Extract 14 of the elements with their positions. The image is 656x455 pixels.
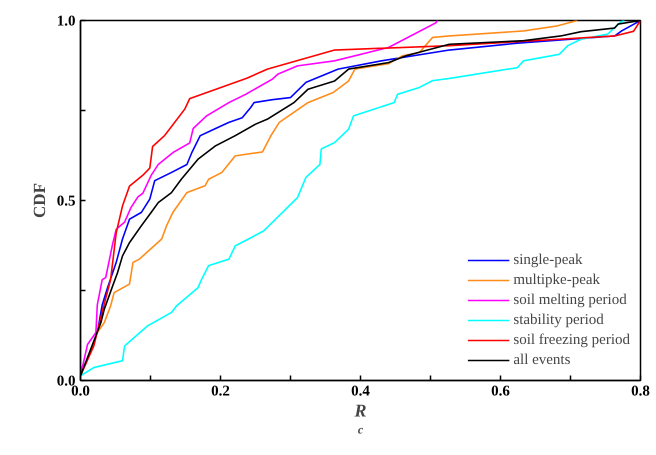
y-tick-label: 0.5 bbox=[56, 194, 76, 210]
y-axis-title: CDF bbox=[30, 183, 49, 218]
legend-label: soil freezing period bbox=[513, 331, 630, 349]
legend-label: stability period bbox=[513, 311, 604, 329]
legend-label: all events bbox=[513, 351, 570, 369]
x-axis-title: Rc bbox=[353, 400, 367, 436]
y-tick-label: 1.0 bbox=[56, 14, 76, 30]
x-tick-label: 0.2 bbox=[211, 384, 230, 400]
legend-label: soil melting period bbox=[513, 291, 627, 309]
x-tick-label: 0.6 bbox=[491, 384, 510, 400]
x-tick-label: 0.4 bbox=[351, 384, 370, 400]
x-tick-label: 0.8 bbox=[631, 384, 650, 400]
legend-label: single-peak bbox=[513, 251, 583, 269]
legend-label: multipke-peak bbox=[513, 271, 600, 289]
